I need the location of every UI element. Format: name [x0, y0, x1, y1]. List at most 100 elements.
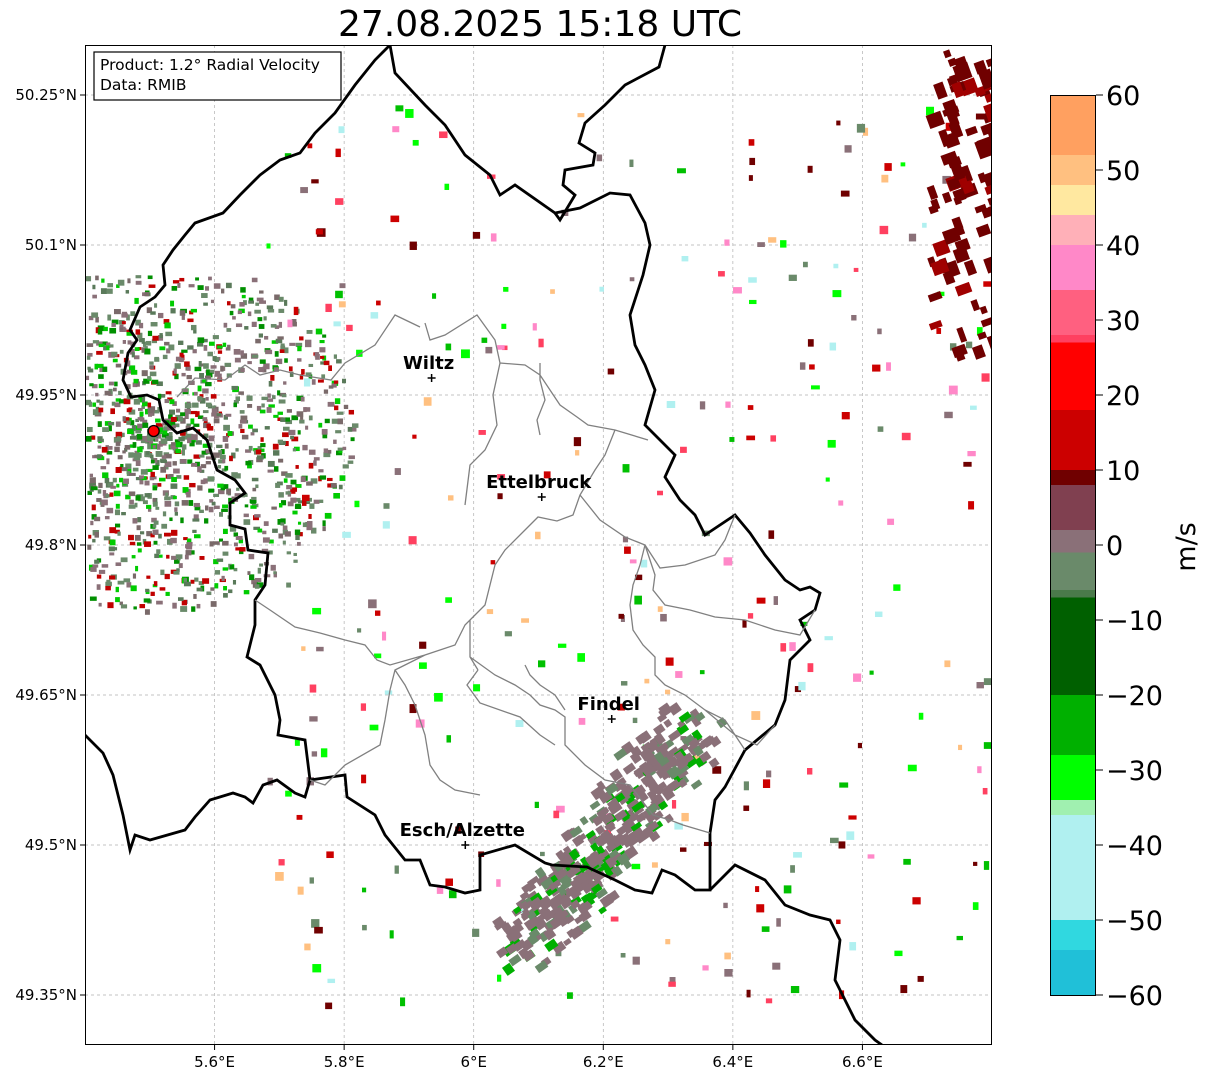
echo-cell	[323, 360, 330, 366]
echo-cell	[299, 336, 304, 341]
echo-cell	[729, 437, 735, 442]
echo-cell	[445, 597, 452, 603]
echo-cell	[534, 960, 549, 974]
echo-cell	[115, 503, 120, 509]
echo-cell	[668, 702, 682, 716]
echo-cell	[89, 482, 96, 489]
echo-cell	[104, 345, 110, 351]
echo-cell	[539, 895, 551, 905]
echo-cell	[408, 536, 417, 545]
echo-cell	[174, 373, 179, 380]
echo-cell	[284, 358, 288, 363]
echo-cell	[884, 163, 892, 171]
echo-cell	[983, 861, 990, 870]
echo-cell	[280, 343, 285, 348]
echo-cell	[135, 460, 141, 467]
echo-cell	[137, 517, 142, 523]
echo-cell	[210, 601, 217, 607]
echo-cell	[285, 473, 293, 478]
echo-cell	[634, 812, 647, 824]
echo-cell	[202, 338, 208, 343]
echo-cell	[299, 419, 305, 424]
echo-cell	[223, 593, 228, 598]
echo-cell	[134, 297, 139, 304]
echo-cell	[772, 962, 781, 970]
colorbar-band	[1050, 410, 1096, 470]
colorbar-tick-label: 0	[1106, 531, 1123, 562]
echo-cell	[135, 418, 140, 422]
echo-cell	[268, 539, 274, 544]
echo-cell	[134, 534, 141, 541]
echo-cell	[160, 569, 165, 576]
echo-cell	[281, 471, 288, 476]
echo-cell	[455, 826, 461, 834]
echo-cell	[134, 347, 140, 352]
echo-cell	[144, 348, 151, 355]
echo-cell	[193, 391, 198, 396]
echo-cell	[238, 424, 243, 429]
echo-cell	[285, 491, 291, 495]
echo-cell	[589, 800, 601, 811]
echo-cell	[105, 585, 111, 591]
echo-cell	[723, 902, 728, 909]
echo-cell	[205, 381, 212, 387]
echo-cell	[138, 395, 145, 400]
echo-cell	[587, 834, 599, 845]
echo-cell	[241, 434, 249, 440]
echo-cell	[273, 571, 277, 575]
echo-cell	[201, 450, 208, 455]
echo-cell	[143, 378, 150, 384]
echo-cell	[119, 325, 123, 331]
echo-cell	[135, 495, 141, 501]
echo-cell	[180, 606, 188, 612]
lon-tick-label: 5.6°E	[194, 1053, 235, 1071]
echo-cell	[170, 308, 176, 314]
echo-cell	[325, 303, 332, 313]
echo-cell	[135, 429, 142, 434]
echo-cell	[164, 399, 169, 404]
echo-cell	[570, 899, 581, 910]
echo-cell	[578, 919, 592, 933]
echo-cell	[666, 765, 682, 780]
colorbar-bands	[1050, 95, 1096, 995]
radar-map[interactable]: Wiltz Ettelbruck Findel Esch/Alzette Produc…	[84, 42, 1009, 1047]
echo-cell	[321, 428, 328, 435]
echo-cell	[886, 362, 891, 371]
echo-cell	[168, 344, 175, 351]
echo-cell	[150, 459, 155, 464]
echo-cell	[617, 777, 627, 787]
echo-cell	[198, 581, 204, 586]
echo-cell	[212, 356, 217, 362]
echo-cell	[221, 402, 226, 407]
echo-cell	[783, 885, 792, 894]
echo-cell	[188, 284, 195, 288]
echo-cell	[314, 926, 323, 934]
echo-cell	[92, 284, 96, 290]
echo-cell	[200, 479, 206, 485]
echo-cell	[342, 531, 351, 538]
echo-cell	[143, 598, 151, 603]
city-marker	[427, 374, 436, 382]
echo-cell	[508, 953, 522, 967]
echo-cell	[122, 416, 126, 422]
echo-cell	[663, 718, 673, 728]
echo-cell	[319, 340, 325, 344]
echo-cell	[266, 407, 272, 413]
echo-cell	[361, 774, 367, 784]
echo-cell	[247, 404, 253, 408]
echo-cell	[256, 457, 263, 463]
echo-cell	[295, 497, 301, 502]
echo-cell	[136, 542, 142, 546]
echo-cell	[330, 483, 337, 488]
echo-cell	[195, 440, 202, 445]
echo-cell	[222, 528, 228, 535]
echo-cell	[152, 501, 158, 507]
echo-cell	[251, 277, 258, 283]
echo-cell	[137, 417, 144, 421]
city-label: Findel	[577, 694, 640, 715]
colorbar-tick-label: −40	[1106, 831, 1163, 862]
echo-cell	[286, 484, 293, 490]
borders	[84, 42, 883, 1047]
echo-cell	[288, 429, 296, 436]
echo-cell	[241, 294, 246, 299]
